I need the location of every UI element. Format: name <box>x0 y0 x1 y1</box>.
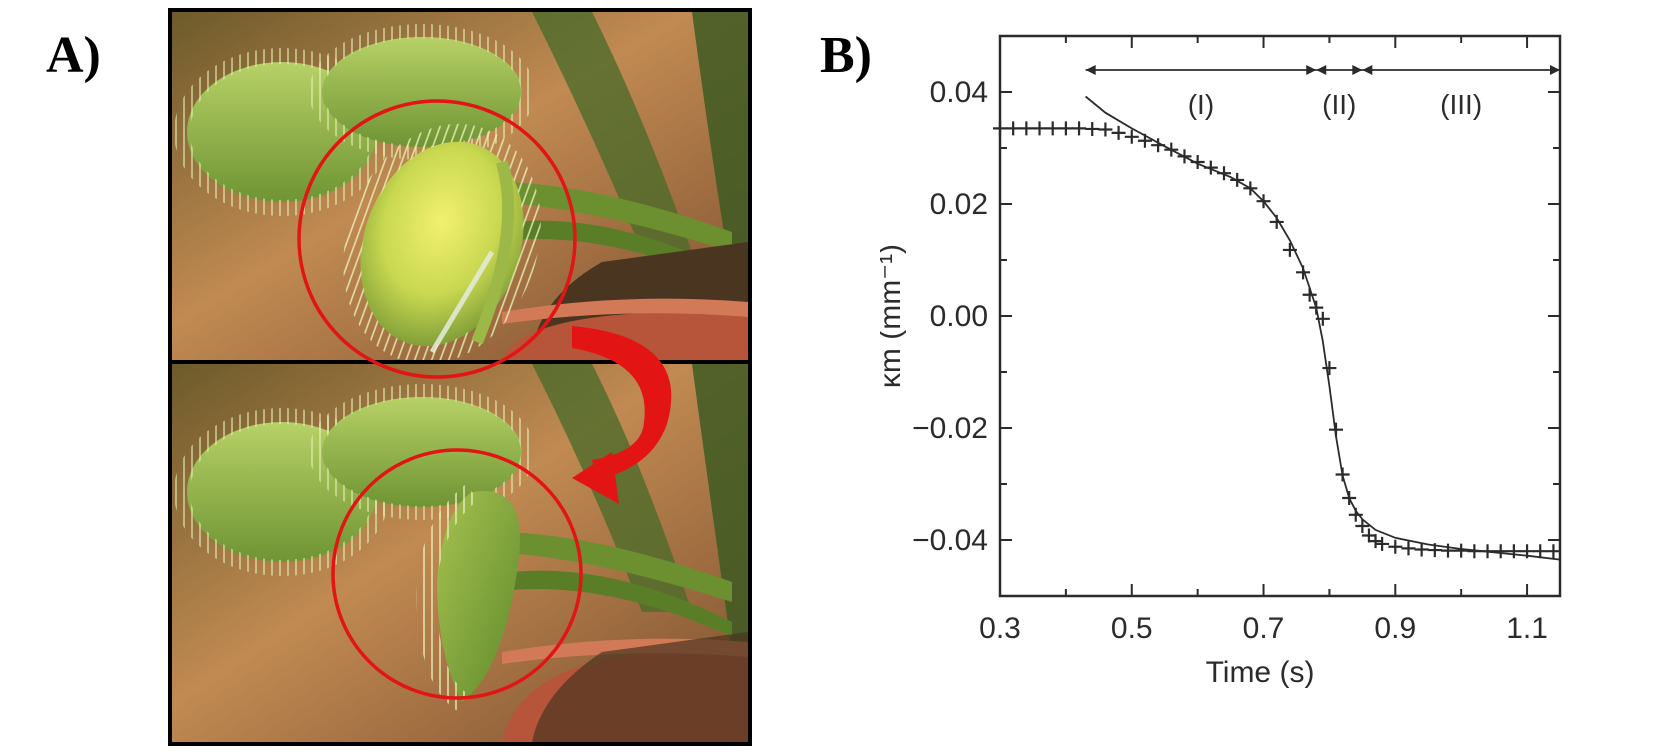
curvature-chart: 0.3 0.5 0.7 0.9 1.1 0.04 0.02 0.00 −0.02 −0.04 Tim… <box>880 34 1562 689</box>
highlight-circle-open <box>297 99 577 379</box>
phase-label: (III) <box>1440 89 1482 120</box>
data-point <box>1019 121 1034 136</box>
phase-arrow-head-left <box>1362 65 1373 75</box>
data-point <box>1032 121 1047 136</box>
data-point <box>1006 121 1021 136</box>
data-point <box>1322 361 1337 376</box>
venus-flytrap-photo-frame <box>168 8 752 746</box>
phase-label: (I) <box>1188 89 1214 120</box>
y-tick-label: 0.02 <box>930 188 988 221</box>
y-tick-label: −0.02 <box>912 412 988 445</box>
panel-label-a: A) <box>46 27 101 84</box>
data-point <box>1375 536 1390 551</box>
y-tick-label: 0.00 <box>930 300 988 333</box>
transition-arrow <box>572 326 672 504</box>
phase-arrow-head-right <box>1306 65 1317 75</box>
data-point <box>1072 121 1087 136</box>
y-tick-label: −0.04 <box>912 524 988 557</box>
data-point <box>1441 543 1455 558</box>
y-axis-title: κm (mm⁻¹) <box>880 244 907 388</box>
fit-curve <box>1085 95 1561 561</box>
closed-trap-photo <box>172 364 748 742</box>
phase-arrow-head-left <box>1085 65 1096 75</box>
phase-arrow-head-right <box>1352 65 1363 75</box>
phase-label: (II) <box>1322 89 1356 120</box>
x-tick-label: 0.5 <box>1111 612 1153 645</box>
data-point <box>1388 539 1403 554</box>
x-tick-label: 1.1 <box>1506 612 1548 645</box>
data-point <box>1355 519 1370 533</box>
x-axis-title: Time (s) <box>1206 656 1315 689</box>
phase-arrow-head-left <box>1316 65 1327 75</box>
phase-arrow-head-right <box>1550 65 1560 75</box>
data-point <box>1111 125 1126 140</box>
data-point <box>1058 121 1073 136</box>
x-tick-label: 0.3 <box>979 612 1021 645</box>
data-point <box>1401 541 1416 556</box>
highlight-circle-closed <box>331 448 583 700</box>
data-point <box>1098 122 1113 137</box>
panel-label-b: B) <box>820 27 872 84</box>
data-point <box>1045 121 1060 136</box>
data-point <box>1533 544 1548 559</box>
data-point <box>1368 534 1383 549</box>
plot-frame <box>998 34 1562 598</box>
data-point <box>1506 544 1521 559</box>
y-tick-label: 0.04 <box>930 76 988 109</box>
data-point <box>993 121 1007 136</box>
data-point <box>1124 129 1139 144</box>
open-trap-photo <box>172 12 748 360</box>
data-point <box>1085 121 1100 136</box>
data-point <box>1414 542 1429 557</box>
x-tick-label: 0.7 <box>1243 612 1285 645</box>
venus-flytrap-photos <box>172 12 748 742</box>
data-point <box>1454 543 1469 558</box>
data-point <box>1546 544 1561 559</box>
data-point <box>1493 544 1508 559</box>
x-tick-label: 0.9 <box>1374 612 1416 645</box>
